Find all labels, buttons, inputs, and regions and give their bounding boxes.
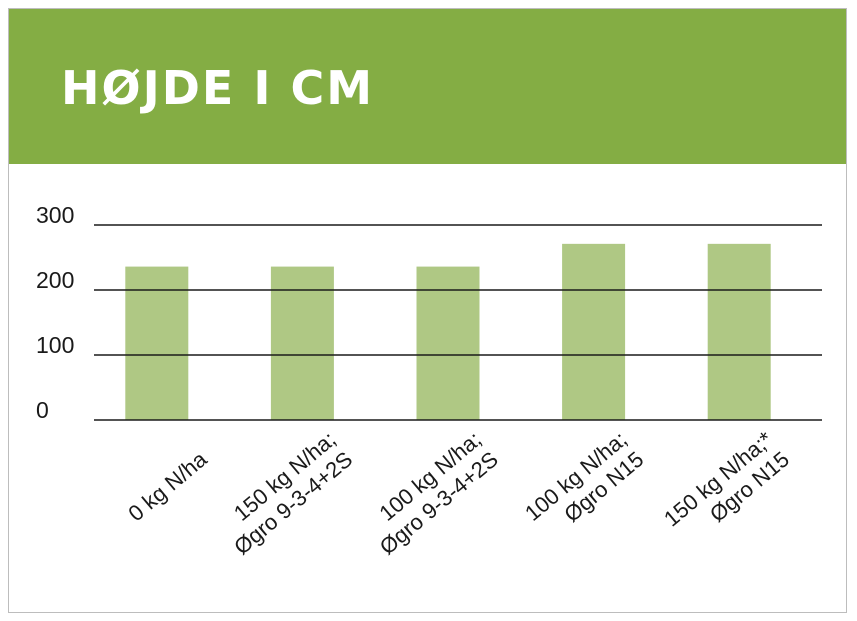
y-tick-label-0: 0 bbox=[36, 397, 49, 423]
x-category-label-4: 100 kg N/ha;Øgro N15 bbox=[520, 427, 648, 527]
y-tick-label-200: 200 bbox=[36, 267, 74, 293]
bar-3 bbox=[416, 266, 480, 420]
bar-5 bbox=[707, 243, 771, 420]
chart-title: HØJDE I CM bbox=[61, 61, 375, 115]
y-tick-label-100: 100 bbox=[36, 332, 74, 358]
x-category-label-2: 150 kg N/ha;Øgro 9-3-4+2S bbox=[229, 427, 357, 560]
x-category-label-3: 100 kg N/ha;Øgro 9-3-4+2S bbox=[374, 427, 502, 560]
x-category-line: 0 kg N/ha bbox=[123, 446, 212, 526]
header-banner: HØJDE I CM bbox=[9, 9, 846, 164]
x-category-label-1: 0 kg N/ha bbox=[123, 446, 212, 526]
y-tick-label-300: 300 bbox=[36, 202, 74, 228]
x-category-label-5: 150 kg N/ha;*Øgro N15 bbox=[659, 426, 794, 531]
bar-1 bbox=[125, 266, 189, 420]
bar-2 bbox=[270, 266, 334, 420]
bar-4 bbox=[562, 243, 626, 420]
